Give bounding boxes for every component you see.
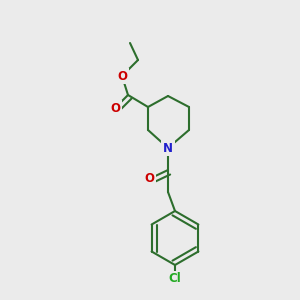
Text: O: O (117, 70, 127, 83)
Text: Cl: Cl (169, 272, 182, 286)
Text: N: N (163, 142, 173, 154)
Text: O: O (144, 172, 154, 185)
Text: O: O (110, 101, 120, 115)
